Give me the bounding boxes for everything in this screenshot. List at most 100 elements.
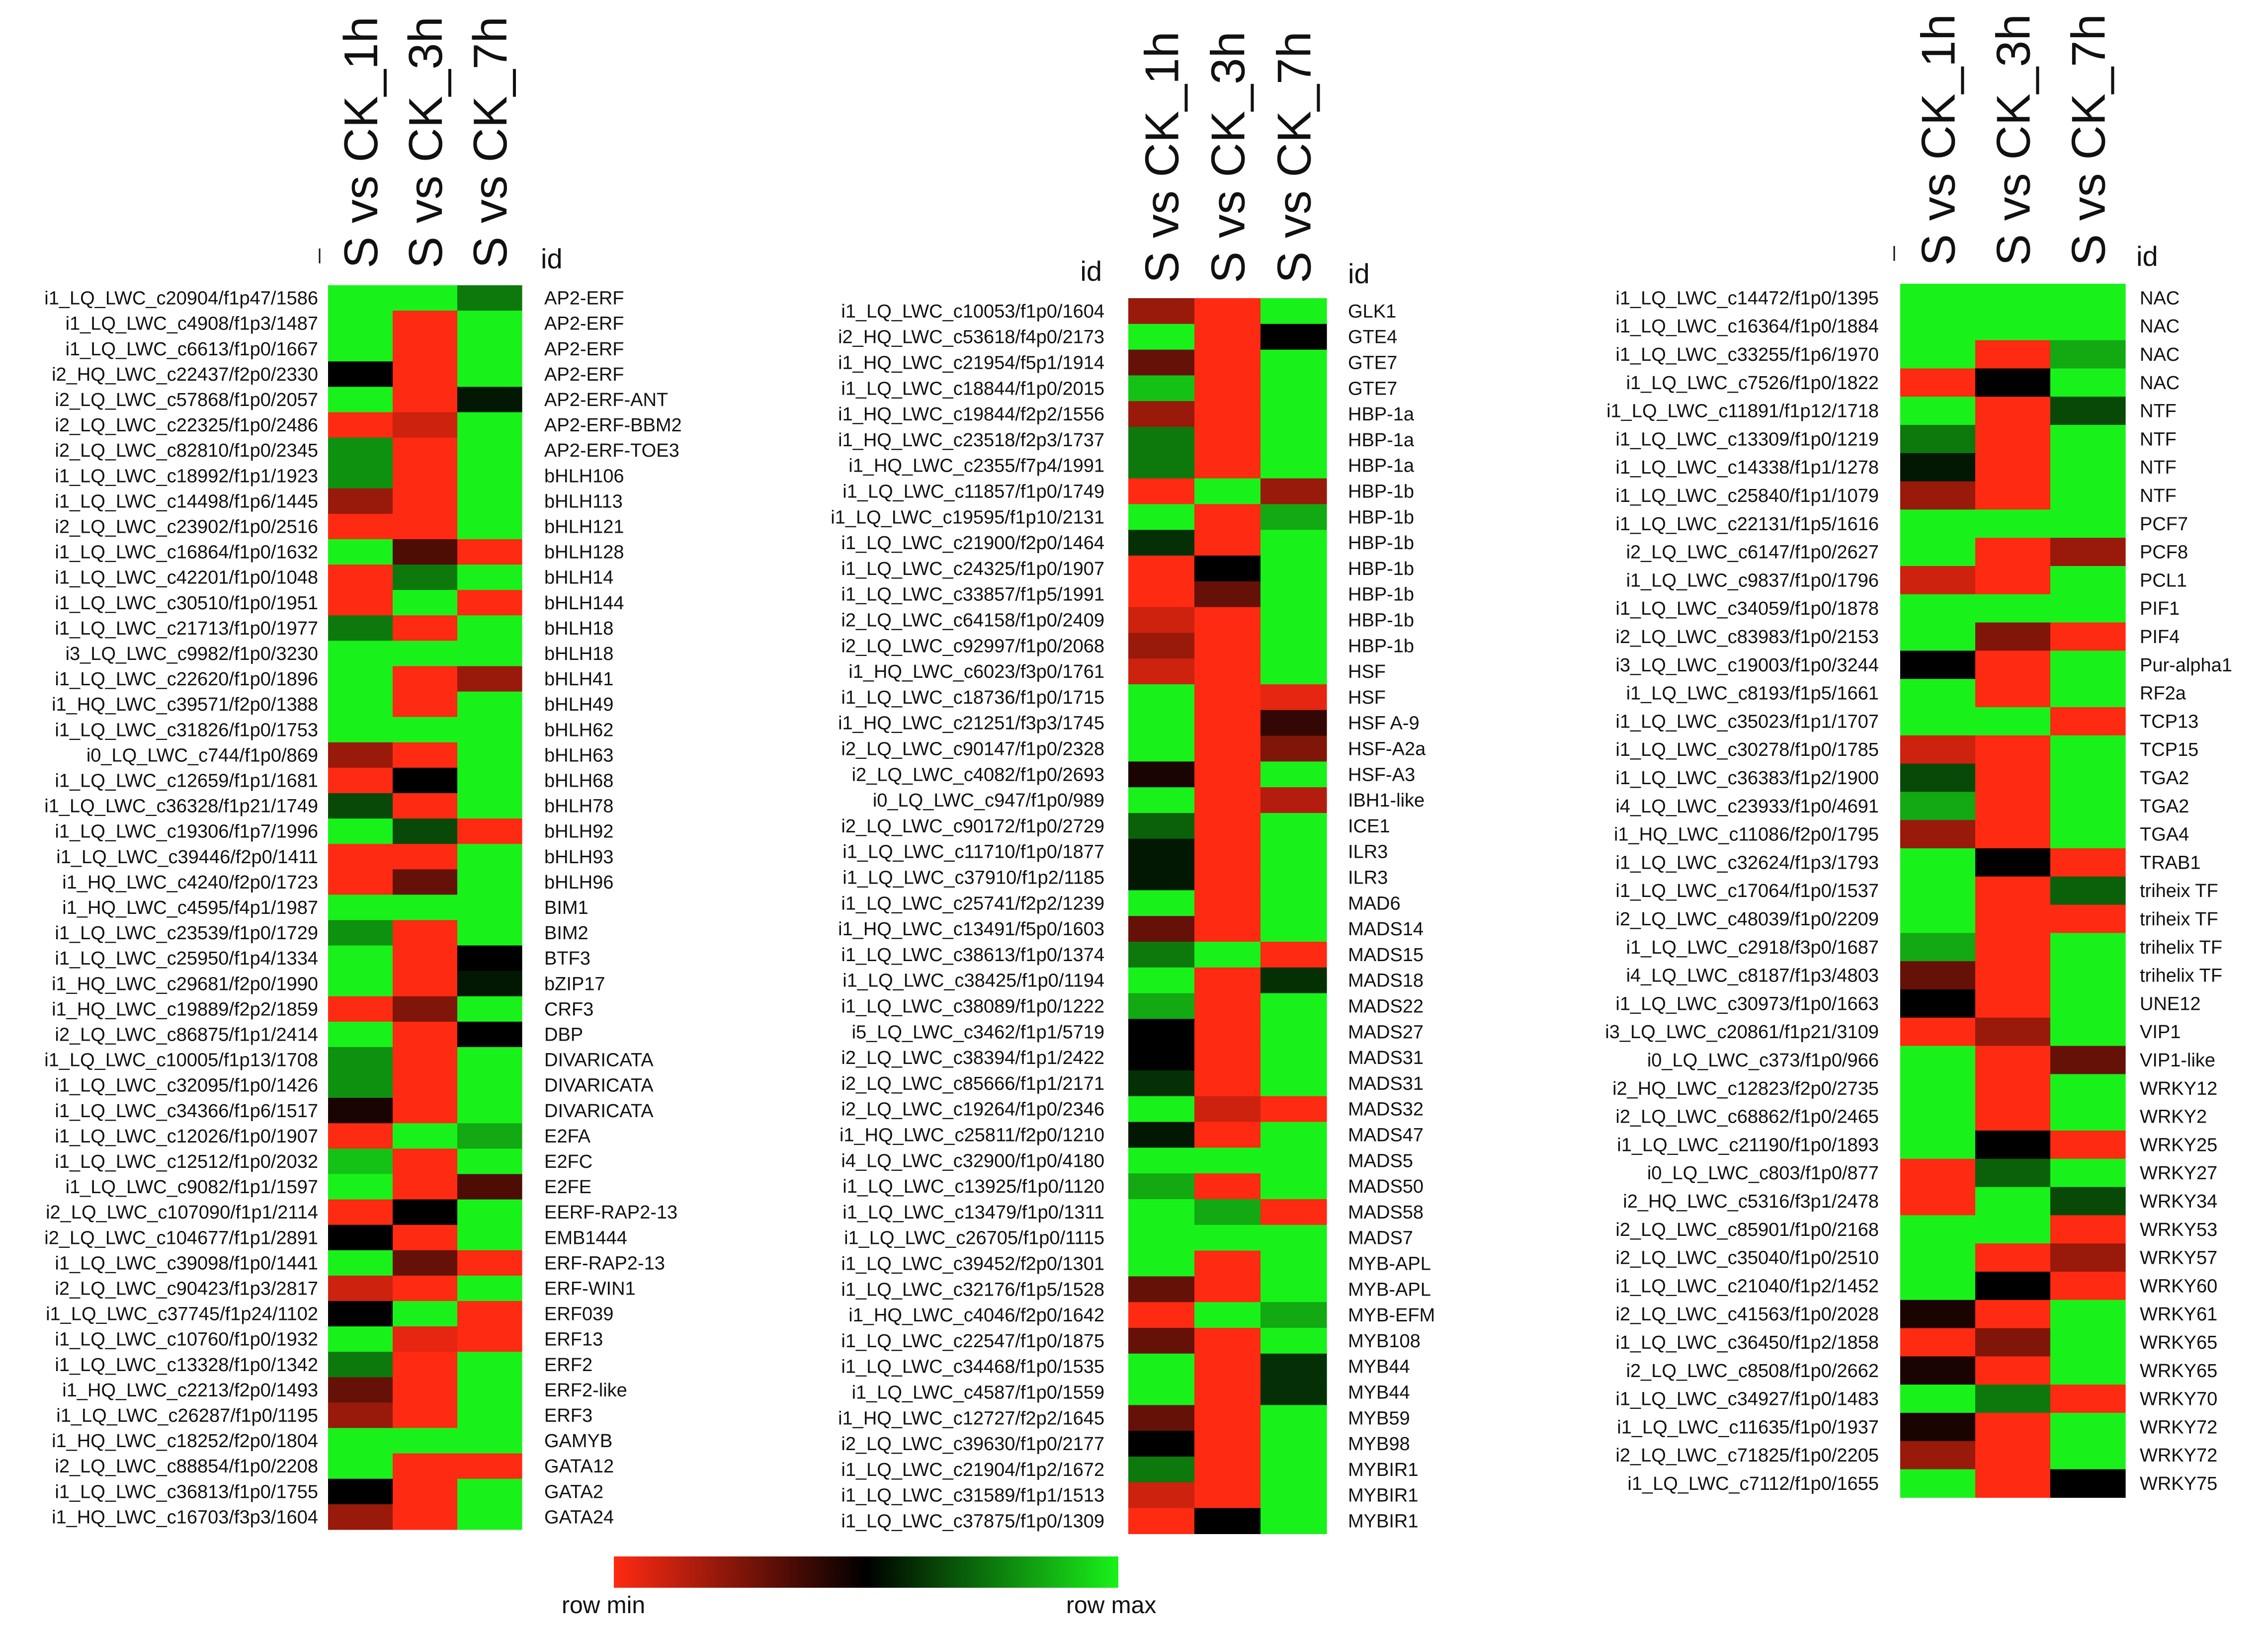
heatmap-cell	[1194, 967, 1261, 994]
heatmap-cell	[328, 666, 393, 692]
heatmap-cell	[1260, 1353, 1327, 1380]
heatmap-cell	[1260, 658, 1327, 685]
row-label: i1_LQ_LWC_c37745/f1p24/1102	[46, 1304, 318, 1325]
row-id: MADS14	[1348, 919, 1424, 940]
row-label: i1_LQ_LWC_c32095/f1p0/1426	[55, 1075, 318, 1096]
heatmap-cell	[1975, 481, 2051, 510]
heatmap-cell	[1975, 1469, 2051, 1498]
heatmap-cell	[1900, 538, 1976, 567]
row-id: MADS32	[1348, 1099, 1424, 1120]
row-label: i2_LQ_LWC_c57868/f1p0/2057	[55, 390, 318, 410]
heatmap-cell	[393, 1047, 458, 1073]
heatmap-cell	[1128, 916, 1195, 942]
heatmap-cell	[457, 590, 522, 616]
row-id: HBP-1b	[1348, 610, 1414, 631]
heatmap-cell	[1900, 368, 1976, 397]
row-label: i1_LQ_LWC_c39452/f2p0/1301	[841, 1254, 1104, 1275]
row-id: HBP-1b	[1348, 507, 1414, 528]
row-id: WRKY53	[2140, 1220, 2217, 1240]
column-header: S vs CK_7h	[464, 16, 517, 268]
row-id: TGA2	[2140, 796, 2189, 817]
heatmap-cell	[1975, 735, 2051, 764]
row-label: i1_HQ_LWC_c13491/f5p0/1603	[838, 919, 1104, 940]
heatmap-cell	[393, 1250, 458, 1276]
heatmap-cell	[1194, 633, 1261, 659]
heatmap-cell	[328, 463, 393, 489]
row-label: i1_LQ_LWC_c22547/f1p0/1875	[841, 1331, 1104, 1352]
row-label: i2_LQ_LWC_c19264/f1p0/2346	[841, 1099, 1104, 1120]
row-id: AP2-ERF-BBM2	[544, 415, 682, 436]
row-label: i1_HQ_LWC_c18252/f2p0/1804	[52, 1431, 318, 1452]
heatmap-cell	[393, 1072, 458, 1098]
heatmap-cell	[1975, 876, 2051, 905]
heatmap-cell	[393, 895, 458, 921]
row-id: WRKY70	[2140, 1389, 2217, 1410]
heatmap-cell	[457, 1123, 522, 1149]
heatmap-cell	[2050, 933, 2126, 962]
heatmap-cell	[457, 565, 522, 590]
row-id: AP2-ERF-ANT	[544, 390, 668, 410]
row-label: i1_LQ_LWC_c39446/f2p0/1411	[56, 847, 318, 868]
row-label: i2_LQ_LWC_c104677/f1p1/2891	[44, 1227, 318, 1248]
heatmap-cell	[1900, 763, 1976, 792]
heatmap-cell	[1975, 1215, 2051, 1244]
row-label: i1_LQ_LWC_c11857/f1p0/1749	[842, 482, 1104, 502]
row-label: i2_HQ_LWC_c22437/f2p0/2330	[52, 364, 318, 385]
legend-max-label: row max	[1066, 1592, 1156, 1619]
row-id: MADS22	[1348, 996, 1424, 1017]
heatmap-cell	[457, 1478, 522, 1505]
row-label: i2_LQ_LWC_c22325/f1p0/2486	[55, 415, 318, 436]
heatmap-cell	[457, 1326, 522, 1352]
row-id: HSF A-9	[1348, 713, 1420, 734]
heatmap-cell	[2050, 679, 2126, 708]
heatmap-cell	[328, 336, 393, 362]
row-id: ILR3	[1348, 868, 1388, 889]
heatmap-cell	[328, 1098, 393, 1124]
heatmap-cell	[457, 1098, 522, 1124]
row-id: HBP-1b	[1348, 559, 1414, 579]
heatmap-cell	[1975, 397, 2051, 425]
heatmap-cell	[1260, 1045, 1327, 1071]
row-id: HBP-1b	[1348, 636, 1414, 656]
row-label: i1_LQ_LWC_c22620/f1p0/1896	[55, 669, 318, 690]
row-id: HSF	[1348, 687, 1386, 708]
row-id: GATA24	[544, 1507, 614, 1528]
row-id: bHLH63	[544, 745, 613, 766]
heatmap-cell	[1194, 658, 1261, 685]
heatmap-cell	[1260, 684, 1327, 711]
heatmap-cell	[328, 1275, 393, 1302]
heatmap-cell	[328, 920, 393, 946]
heatmap-cell	[2050, 509, 2126, 538]
heatmap-cell	[1194, 1199, 1261, 1225]
row-id: WRKY12	[2140, 1078, 2217, 1099]
row-id: bHLH18	[544, 644, 613, 664]
heatmap-cell	[457, 1072, 522, 1098]
heatmap-cell	[393, 488, 458, 514]
heatmap-cell	[1194, 710, 1261, 736]
heatmap-cell	[1975, 1243, 2051, 1272]
row-label: i1_HQ_LWC_c19844/f2p2/1556	[838, 404, 1104, 425]
heatmap-cell	[328, 1021, 393, 1048]
heatmap-cell	[1900, 566, 1976, 595]
heatmap-cell	[457, 691, 522, 718]
row-id: GATA2	[544, 1481, 603, 1502]
heatmap-cell	[2050, 792, 2126, 820]
row-id: WRKY65	[2140, 1332, 2217, 1353]
heatmap-cell	[2050, 368, 2126, 397]
heatmap-cell	[1900, 989, 1976, 1018]
row-id: HSF-A2a	[1348, 739, 1426, 760]
heatmap-cell	[1975, 1017, 2051, 1047]
heatmap-cell	[393, 463, 458, 489]
row-id: ICE1	[1348, 816, 1390, 837]
column-header: S vs CK_7h	[1268, 31, 1321, 283]
heatmap-cell	[393, 1098, 458, 1124]
row-id: RF2a	[2140, 683, 2186, 704]
column-header: S vs CK_7h	[2062, 14, 2115, 266]
row-id: WRKY25	[2140, 1135, 2217, 1155]
row-label: i1_LQ_LWC_c7112/f1p0/1655	[1627, 1473, 1879, 1494]
row-label: i3_LQ_LWC_c9982/f1p0/3230	[66, 644, 318, 664]
heatmap-cell	[393, 615, 458, 641]
row-id: NAC	[2140, 373, 2180, 394]
heatmap-cell	[1260, 504, 1327, 530]
